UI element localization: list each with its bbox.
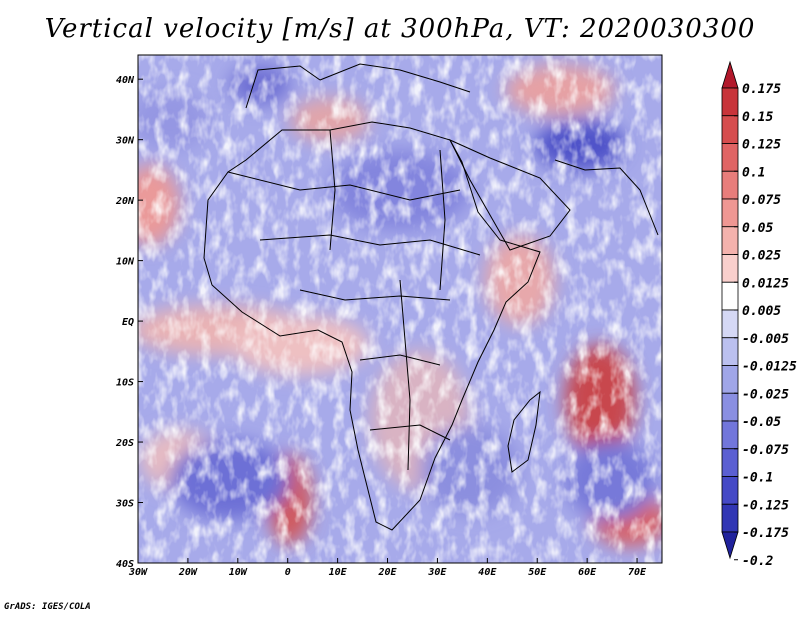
colorbar-label: 0.1	[742, 165, 765, 180]
colorbar-top-arrow	[721, 60, 739, 89]
colorbar-box	[721, 476, 739, 505]
colorbar-box	[721, 226, 739, 255]
colorbar-label: 0.0125	[742, 276, 789, 291]
y-tick-label: 30S	[115, 499, 134, 510]
x-tick-label: 50E	[528, 567, 547, 578]
y-tick-label: 40N	[116, 75, 135, 86]
x-tick-label: 10W	[229, 567, 248, 578]
colorbar-label: 0.125	[742, 138, 781, 153]
colorbar-box	[721, 337, 739, 366]
colorbar-label: 0.175	[742, 82, 781, 97]
x-tick-label: 30E	[427, 567, 447, 578]
x-tick-label: 20W	[178, 567, 198, 578]
y-tick-label: EQ	[122, 317, 134, 328]
plot-frame	[137, 54, 663, 564]
x-tick-label: 0	[285, 567, 291, 578]
y-tick-label: 30N	[115, 136, 135, 147]
velocity-field	[138, 55, 662, 563]
colorbar-box	[721, 503, 739, 533]
x-tick-label: 70E	[628, 567, 647, 578]
colorbar-label: 0.075	[742, 193, 781, 208]
colorbar-label: -0.175	[742, 526, 789, 541]
colorbar-label: -0.125	[742, 498, 789, 513]
y-tick-label: 40S	[116, 559, 134, 570]
colorbar-box	[721, 254, 739, 283]
x-axis: 30W 20W 10W 0 10E 20E 30E 40E 50E 60E 70E	[128, 558, 647, 578]
colorbar-label: -0.2	[742, 554, 773, 569]
colorbar-label: 0.15	[742, 110, 773, 125]
x-tick-label: 10E	[329, 567, 348, 578]
colorbar-label: 0.05	[742, 221, 773, 236]
x-tick-label: 30W	[128, 567, 148, 578]
colorbar-box	[721, 170, 739, 200]
colorbar-label: -0.005	[742, 332, 789, 347]
colorbar-label: -0.025	[742, 387, 789, 402]
colorbar-box	[721, 143, 739, 172]
colorbar-label: -0.05	[742, 415, 781, 430]
y-tick-label: 10S	[116, 378, 134, 389]
colorbar-box	[721, 365, 739, 394]
colorbar-label: -0.1	[742, 471, 773, 486]
colorbar-box	[721, 115, 739, 144]
y-tick-label: 20N	[115, 196, 135, 207]
colorbar-box	[721, 448, 739, 477]
colorbar-box	[721, 198, 739, 228]
colorbar-label: -0.0125	[742, 360, 797, 375]
colorbar: 0.175 0.15 0.125 0.1 0.075 0.05 0.025 0.0125 0.0…	[721, 60, 797, 569]
colorbar-box	[721, 309, 739, 339]
colorbar-bottom-arrow	[721, 531, 739, 560]
colorbar-label: 0.005	[742, 304, 781, 319]
y-tick-label: 10N	[116, 257, 135, 268]
colorbar-box	[721, 392, 739, 422]
x-tick-label: 60E	[578, 567, 597, 578]
colorbar-label: 0.025	[742, 249, 781, 264]
colorbar-box	[721, 420, 739, 450]
x-tick-label: 20E	[377, 567, 397, 578]
y-tick-label: 20S	[115, 438, 134, 449]
coastlines	[203, 63, 659, 531]
credit-label: GrADS: IGES/COLA	[4, 602, 91, 612]
colorbar-box	[721, 87, 739, 117]
chart-title: Vertical velocity [m/s] at 300hPa, VT: 2…	[44, 14, 756, 44]
colorbar-box	[721, 281, 739, 311]
y-axis: 40N 30N 20N 10N EQ 10S 20S 30S 40S	[115, 75, 143, 570]
colorbar-label: -0.075	[742, 443, 789, 458]
x-tick-label: 40E	[478, 567, 497, 578]
